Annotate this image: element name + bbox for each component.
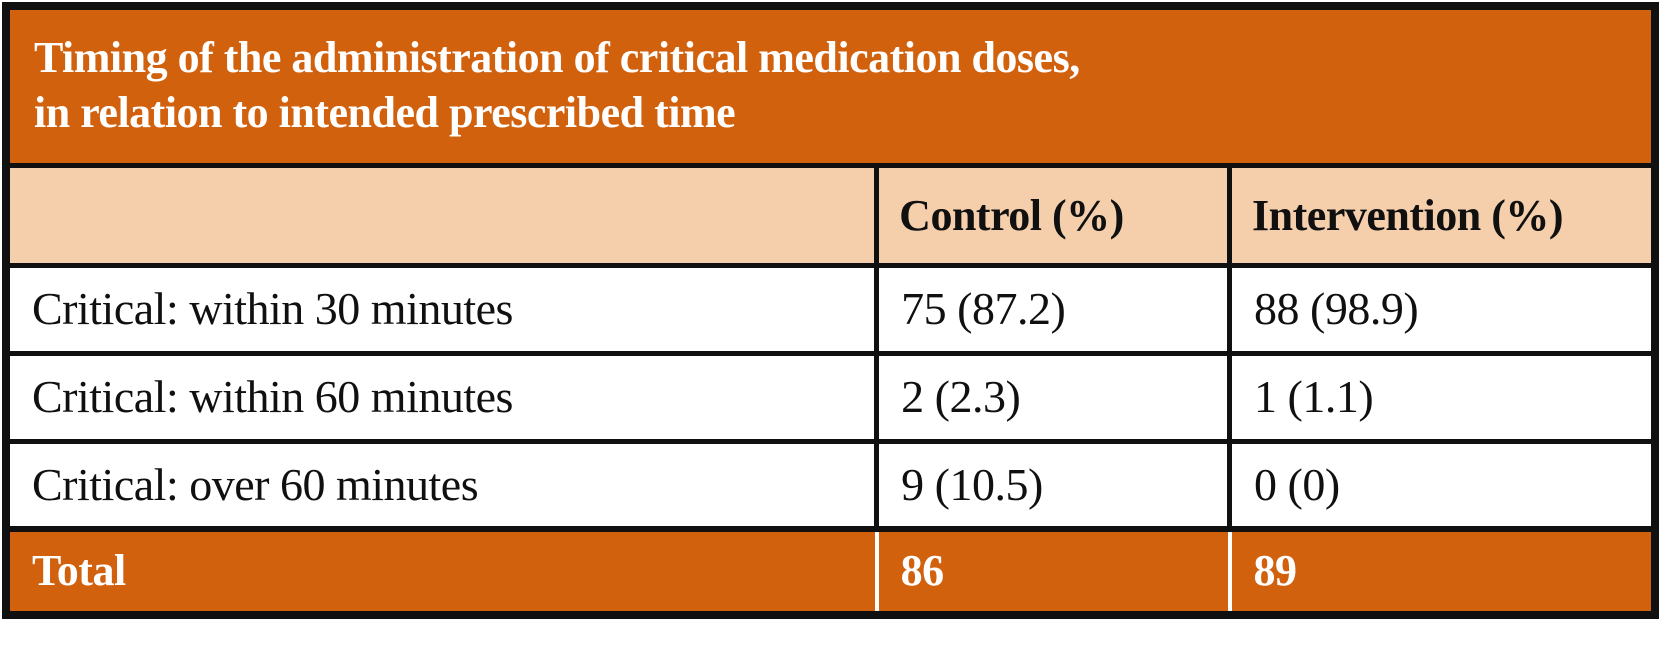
- column-header-row: Control (%) Intervention (%): [3, 162, 1658, 268]
- title-row: Timing of the administration of critical…: [3, 3, 1658, 168]
- total-label: Total: [2, 526, 877, 620]
- intervention-value: 88 (98.9): [1227, 262, 1658, 356]
- column-header-control: Control (%): [874, 162, 1233, 268]
- intervention-value: 0 (0): [1227, 438, 1658, 532]
- control-value: 2 (2.3): [874, 350, 1233, 444]
- row-label: Critical: within 60 minutes: [3, 350, 880, 444]
- column-header-intervention: Intervention (%): [1227, 162, 1658, 268]
- control-value: 75 (87.2): [874, 262, 1233, 356]
- table-row: Critical: over 60 minutes 9 (10.5) 0 (0): [3, 438, 1658, 532]
- row-label: Critical: within 30 minutes: [3, 262, 880, 356]
- medication-timing-table: Timing of the administration of critical…: [2, 2, 1660, 620]
- control-value: 9 (10.5): [874, 438, 1233, 532]
- total-intervention-value: 89: [1227, 526, 1660, 620]
- blank-header-cell: [3, 162, 880, 268]
- intervention-value: 1 (1.1): [1227, 350, 1658, 444]
- total-control-value: 86: [874, 526, 1230, 620]
- row-label: Critical: over 60 minutes: [3, 438, 880, 532]
- table-row: Critical: within 30 minutes 75 (87.2) 88…: [3, 262, 1658, 356]
- total-row: Total 86 89: [2, 526, 1660, 620]
- table-title: Timing of the administration of critical…: [3, 3, 1658, 168]
- table-row: Critical: within 60 minutes 2 (2.3) 1 (1…: [3, 350, 1658, 444]
